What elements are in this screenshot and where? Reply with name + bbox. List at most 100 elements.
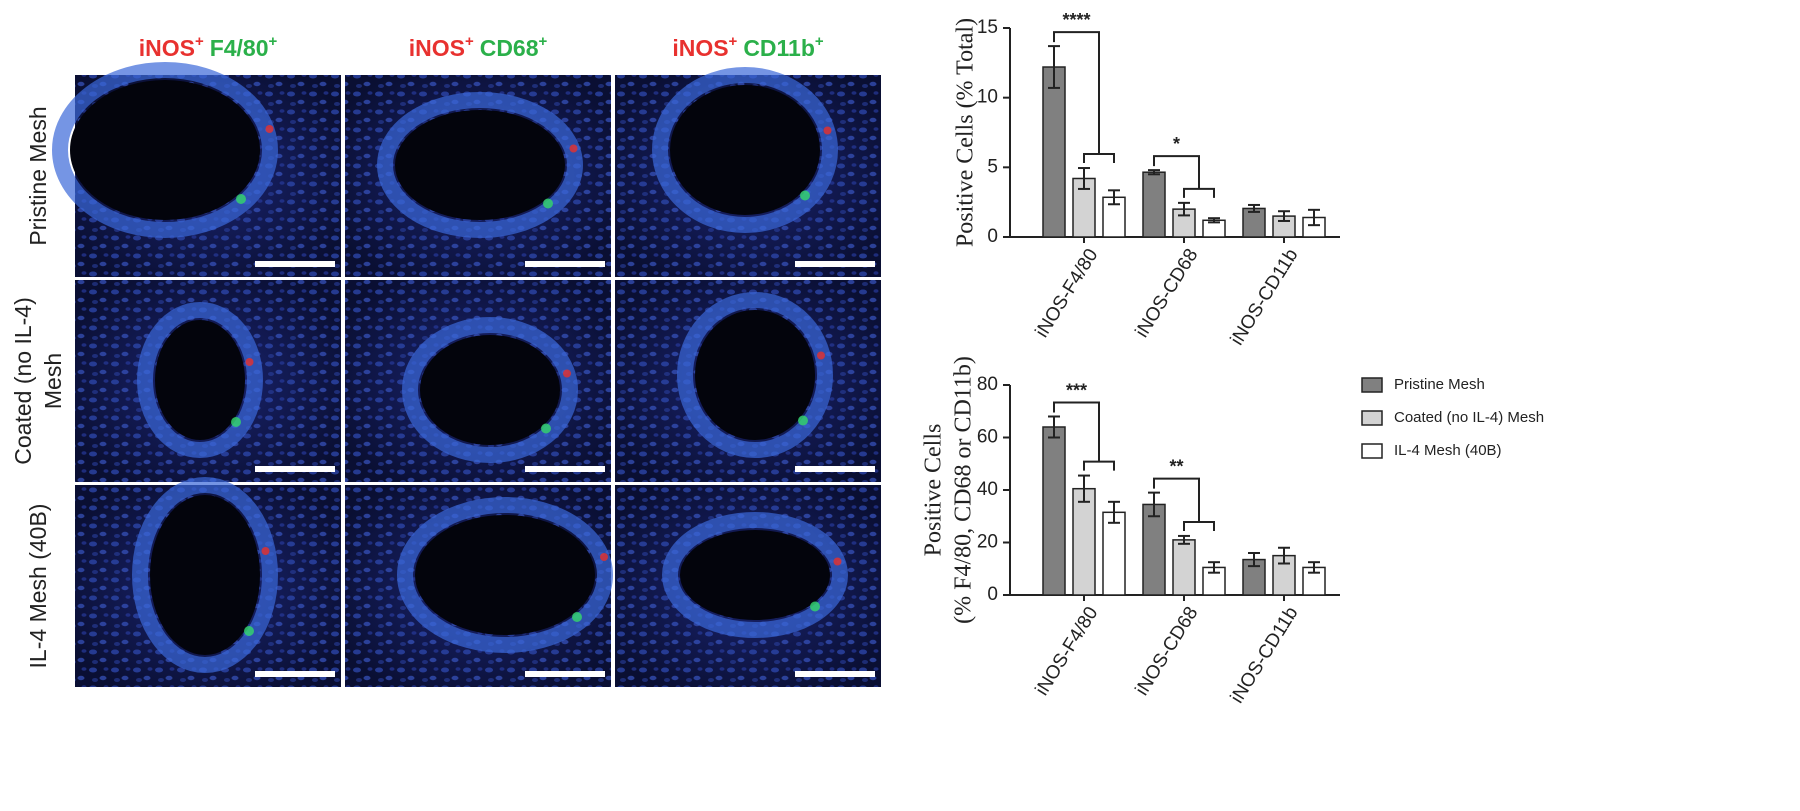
x-tick-label: iNOS-CD68 xyxy=(1132,245,1203,341)
bracket-line xyxy=(1153,477,1200,522)
tissue-ring xyxy=(677,292,833,458)
legend-swatch xyxy=(1361,410,1383,426)
bar xyxy=(1142,171,1166,238)
error-bar xyxy=(1048,415,1060,439)
marker-name: iNOS xyxy=(409,35,465,61)
y-tick-label: 10 xyxy=(977,87,998,108)
stain-red xyxy=(833,557,842,566)
tissue-ring xyxy=(397,497,613,653)
significance-bracket xyxy=(1153,477,1215,531)
bracket-line xyxy=(1053,401,1100,462)
bracket-line xyxy=(1083,153,1115,164)
error-bar xyxy=(1178,534,1190,545)
row-label: Mesh xyxy=(40,353,66,409)
significance-bracket xyxy=(1153,155,1215,198)
y-tick-label: 20 xyxy=(977,532,998,553)
y-axis-label: Positive Cells (% Total) xyxy=(953,18,979,247)
significance-label: *** xyxy=(1066,380,1087,400)
tissue-ring xyxy=(132,477,278,673)
y-tick-label: 60 xyxy=(977,427,998,448)
y-tick-label: 40 xyxy=(977,479,998,500)
implant-void xyxy=(155,320,245,440)
error-bar xyxy=(1208,561,1220,574)
scale-bar xyxy=(525,671,605,677)
tissue-ring xyxy=(662,512,848,638)
scale-bar xyxy=(795,261,875,267)
row-label: Coated (no IL-4) xyxy=(10,297,36,464)
significance-label: * xyxy=(1173,134,1180,154)
row-label: IL-4 Mesh (40B) xyxy=(25,504,51,669)
error-bar xyxy=(1308,561,1320,574)
column-header: iNOS+ CD11b+ xyxy=(672,33,824,61)
error-bar xyxy=(1208,217,1220,224)
stain-green xyxy=(810,601,820,612)
stain-green xyxy=(541,423,551,434)
bar xyxy=(1172,539,1196,596)
stain-red xyxy=(600,553,608,561)
stain-green xyxy=(543,198,553,209)
marker-name: F4/80 xyxy=(210,35,269,61)
marker-name: CD68 xyxy=(480,35,539,61)
scale-bar xyxy=(525,261,605,267)
marker-name: CD11b xyxy=(743,35,815,61)
y-tick-label: 5 xyxy=(987,156,998,177)
implant-void xyxy=(70,80,260,220)
implant-void xyxy=(415,515,595,635)
implant-void xyxy=(680,530,830,620)
y-axis-label: Positive Cells xyxy=(921,424,947,557)
implant-void xyxy=(670,85,820,215)
x-tick-label: iNOS-CD11b xyxy=(1227,245,1303,349)
legend-label: Coated (no IL-4) Mesh xyxy=(1394,409,1544,426)
stain-red xyxy=(261,547,270,555)
scale-bar xyxy=(255,466,335,472)
error-bar xyxy=(1248,203,1260,213)
x-tick-label: iNOS-CD11b xyxy=(1227,603,1303,707)
error-bar xyxy=(1178,201,1190,217)
scale-bar xyxy=(525,466,605,472)
stain-green xyxy=(572,612,582,622)
x-tick-label: iNOS-F4/80 xyxy=(1032,603,1103,699)
x-tick-label: iNOS-CD68 xyxy=(1132,603,1203,699)
stain-red xyxy=(817,351,825,360)
superscript: + xyxy=(195,33,204,50)
superscript: + xyxy=(729,33,738,50)
bracket-line xyxy=(1153,155,1200,189)
bracket-line xyxy=(1183,520,1215,531)
error-bar xyxy=(1308,208,1320,227)
significance-label: **** xyxy=(1062,10,1090,30)
error-bar xyxy=(1148,491,1160,518)
scale-bar xyxy=(795,466,875,472)
bar xyxy=(1042,426,1066,596)
error-bar xyxy=(1078,167,1090,190)
implant-void xyxy=(695,310,815,440)
error-bar xyxy=(1148,169,1160,176)
bracket-line xyxy=(1183,187,1215,198)
y-tick-label: 80 xyxy=(977,374,998,395)
legend-swatch xyxy=(1361,377,1383,393)
legend-swatch xyxy=(1361,443,1383,459)
x-tick-label: iNOS-F4/80 xyxy=(1032,245,1103,341)
stain-green xyxy=(236,194,246,204)
marker-name: iNOS xyxy=(672,35,728,61)
bar xyxy=(1102,511,1126,596)
micrographs xyxy=(52,62,881,687)
legend-label: IL-4 Mesh (40B) xyxy=(1394,442,1502,459)
error-bar xyxy=(1278,210,1290,222)
stain-green xyxy=(798,415,808,426)
superscript: + xyxy=(465,33,474,50)
column-header: iNOS+ F4/80+ xyxy=(139,33,278,61)
tissue-ring xyxy=(377,92,583,238)
scale-bar xyxy=(255,671,335,677)
stain-red xyxy=(265,125,274,133)
stain-green xyxy=(231,417,241,427)
scale-bar xyxy=(255,261,335,267)
tissue-ring xyxy=(137,302,263,458)
y-tick-label: 0 xyxy=(987,226,998,247)
error-bar xyxy=(1248,552,1260,568)
error-bar xyxy=(1078,474,1090,503)
bracket-line xyxy=(1083,460,1115,471)
superscript: + xyxy=(815,33,824,50)
superscript: + xyxy=(269,33,278,50)
tissue-ring xyxy=(652,67,838,233)
stain-red xyxy=(569,144,578,153)
